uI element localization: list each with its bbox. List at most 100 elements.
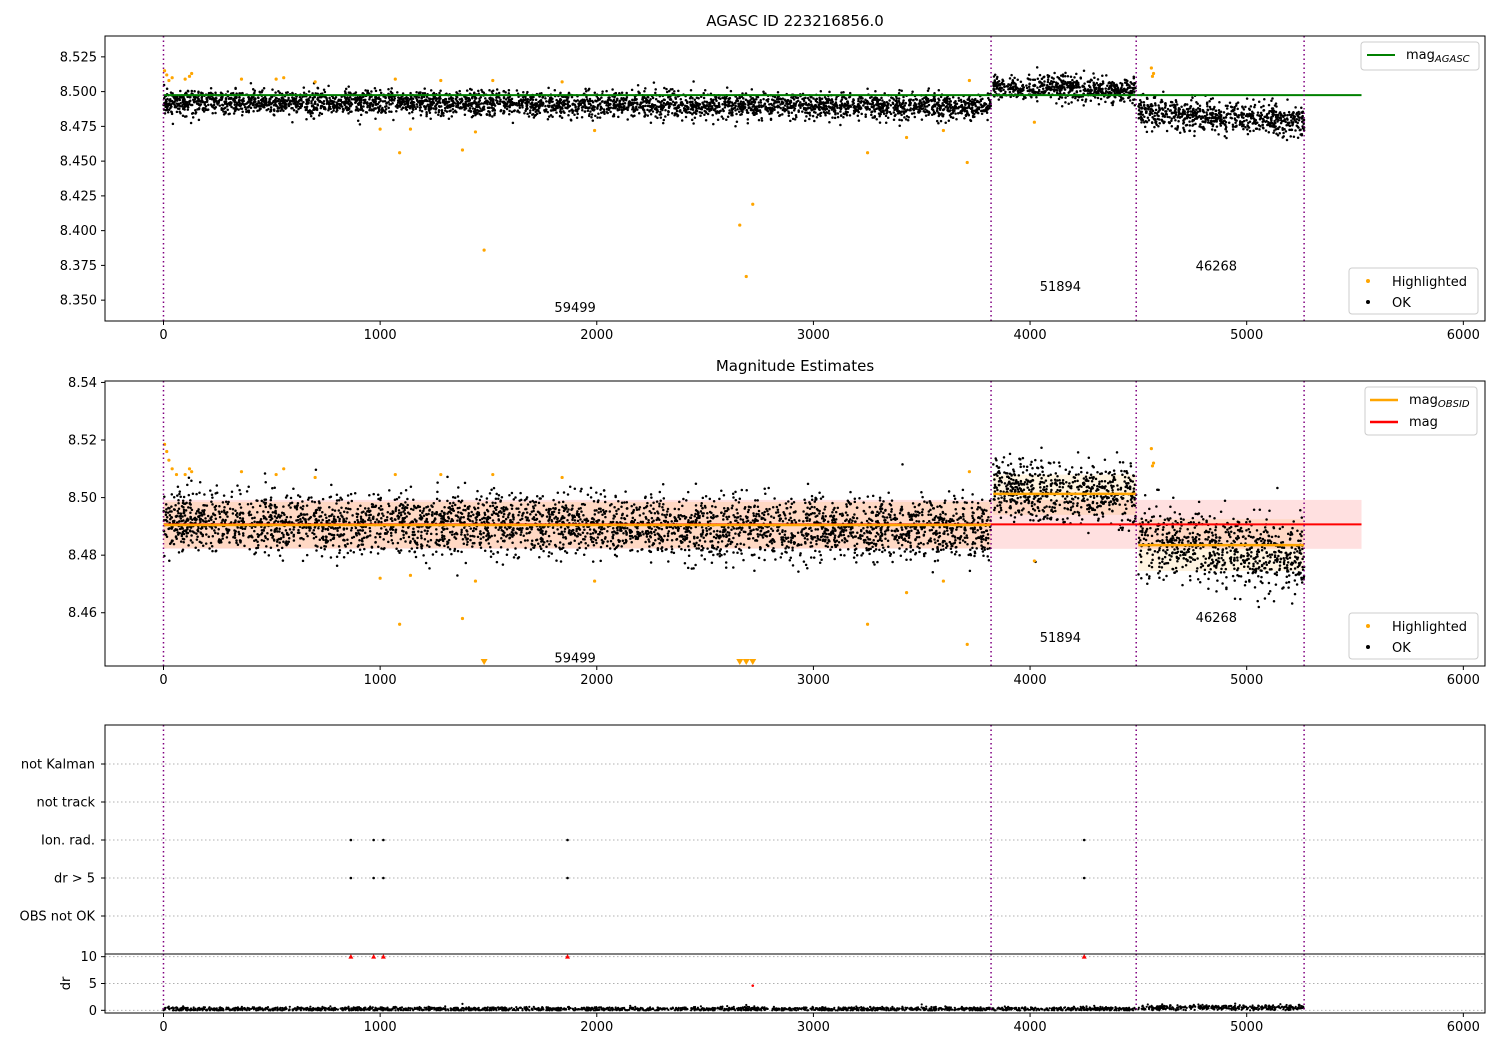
ok-point — [856, 114, 860, 118]
ok-point — [894, 99, 897, 103]
ok-point — [389, 102, 393, 106]
ok-point — [361, 91, 365, 95]
ok-point — [233, 103, 237, 106]
ok-point — [477, 105, 481, 109]
ok-point — [1058, 88, 1061, 91]
ok-point — [200, 96, 203, 99]
ok-point — [347, 85, 350, 88]
ok-point — [659, 112, 663, 116]
ok-point — [1053, 90, 1056, 93]
ok-point — [272, 108, 276, 111]
ok-point — [1143, 115, 1146, 119]
ok-point — [268, 97, 272, 101]
ok-point — [761, 104, 765, 108]
ok-point — [951, 111, 954, 115]
ok-point — [186, 104, 189, 108]
ok-point — [652, 105, 655, 109]
ok-point — [289, 102, 293, 106]
ok-point — [884, 109, 887, 112]
ok-point — [313, 102, 317, 105]
ok-point — [276, 109, 279, 113]
ok-point — [793, 118, 797, 121]
ok-point — [839, 100, 843, 103]
ok-point — [1170, 119, 1173, 123]
ok-point — [712, 108, 716, 112]
ok-point — [628, 100, 631, 103]
ok-point — [262, 96, 265, 100]
ok-point — [1071, 78, 1074, 82]
ok-point — [626, 118, 629, 121]
ok-point — [703, 89, 707, 92]
ok-point — [1099, 97, 1103, 101]
ok-point — [458, 89, 461, 93]
ok-point — [1173, 115, 1176, 118]
ok-point — [1162, 121, 1165, 125]
ok-point — [514, 102, 517, 106]
ok-point — [283, 101, 287, 104]
ok-point — [812, 108, 815, 111]
ok-point — [725, 118, 728, 122]
ok-point — [1048, 81, 1052, 85]
ok-point — [1104, 100, 1107, 104]
ok-point — [675, 109, 679, 113]
ok-point — [593, 105, 596, 109]
ok-point — [692, 103, 696, 107]
ok-point — [1004, 90, 1007, 94]
ok-point — [976, 111, 980, 115]
ok-point — [1285, 138, 1289, 142]
ok-point — [1053, 85, 1056, 89]
ok-point — [392, 118, 395, 122]
ok-point — [555, 102, 559, 105]
ok-point — [440, 109, 444, 112]
ok-point — [911, 90, 914, 94]
ok-point — [874, 89, 877, 93]
ok-point — [230, 105, 233, 109]
ok-point — [898, 124, 901, 127]
ok-point — [349, 104, 352, 108]
ok-point — [214, 99, 217, 103]
ok-point — [193, 90, 196, 93]
ok-point — [522, 91, 525, 94]
ok-point — [1297, 118, 1301, 122]
ok-point — [1082, 104, 1085, 107]
ok-point — [567, 113, 570, 117]
ok-point — [523, 112, 526, 115]
ok-point — [948, 113, 952, 117]
ok-point — [1270, 124, 1273, 128]
ok-point — [771, 104, 774, 107]
ok-point — [1191, 115, 1194, 118]
ok-point — [582, 101, 585, 104]
ok-point — [939, 95, 943, 99]
ok-point — [662, 118, 666, 122]
ok-point — [1245, 97, 1249, 100]
ok-point — [926, 89, 930, 93]
ok-point — [298, 95, 302, 99]
ok-point — [1297, 116, 1301, 120]
ok-point — [1279, 121, 1283, 125]
ok-point — [819, 106, 822, 109]
ok-point — [676, 106, 680, 110]
ok-point — [903, 104, 906, 107]
ok-point — [390, 87, 393, 90]
ok-point — [962, 108, 966, 112]
ok-point — [725, 86, 729, 89]
ok-point — [609, 110, 612, 114]
ok-point — [822, 107, 826, 111]
ok-point — [499, 98, 502, 102]
ok-point — [332, 109, 335, 112]
ok-point — [900, 89, 903, 93]
ok-point — [1106, 84, 1109, 88]
ok-point — [802, 99, 806, 102]
ok-point — [232, 112, 236, 115]
ok-point — [498, 102, 502, 106]
ok-point — [398, 101, 402, 105]
ok-point — [960, 112, 963, 115]
ok-point — [541, 96, 545, 99]
ok-point — [701, 101, 704, 105]
ok-point — [937, 121, 940, 125]
ok-point — [654, 88, 657, 91]
ok-point — [442, 111, 445, 115]
ok-point — [1282, 115, 1285, 119]
ok-point — [1092, 83, 1096, 86]
ok-point — [581, 105, 584, 108]
